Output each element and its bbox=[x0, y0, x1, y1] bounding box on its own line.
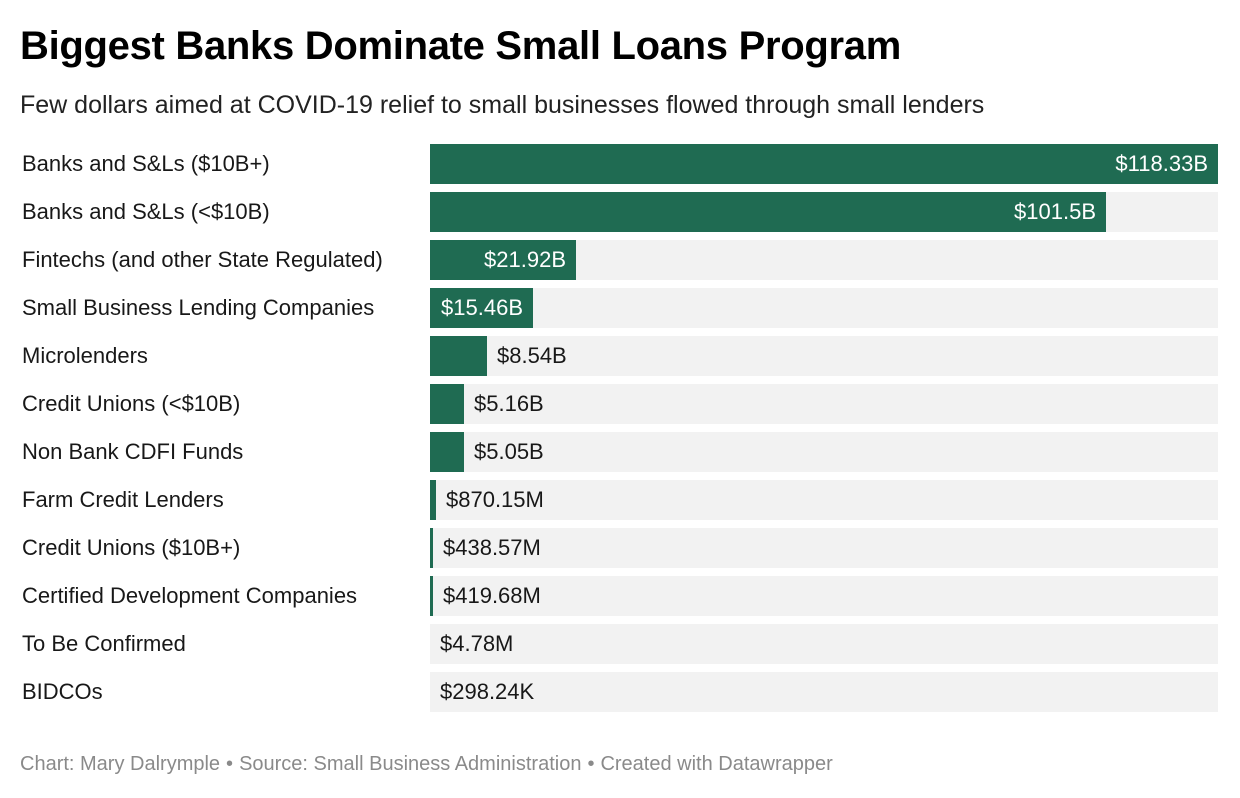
category-label: Credit Unions ($10B+) bbox=[22, 535, 241, 560]
bar-track bbox=[430, 576, 1218, 616]
value-label: $298.24K bbox=[440, 679, 535, 704]
bar bbox=[430, 528, 433, 568]
value-label: $15.46B bbox=[441, 295, 523, 320]
bar bbox=[430, 336, 487, 376]
value-label: $118.33B bbox=[1115, 151, 1208, 176]
value-label: $21.92B bbox=[484, 247, 566, 272]
footer-separator: • bbox=[226, 753, 234, 775]
chart-subtitle: Few dollars aimed at COVID-19 relief to … bbox=[20, 91, 985, 119]
bar bbox=[430, 144, 1218, 184]
category-label: Non Bank CDFI Funds bbox=[22, 439, 244, 464]
value-label: $8.54B bbox=[497, 343, 567, 368]
category-label: To Be Confirmed bbox=[22, 631, 186, 656]
bar bbox=[430, 288, 533, 328]
bar-track bbox=[430, 480, 1218, 520]
category-label: Banks and S&Ls ($10B+) bbox=[22, 151, 270, 176]
category-label: Banks and S&Ls (<$10B) bbox=[22, 199, 270, 224]
bar bbox=[430, 240, 576, 280]
category-label: BIDCOs bbox=[22, 679, 103, 704]
category-label: Credit Unions (<$10B) bbox=[22, 391, 241, 416]
bar-track bbox=[430, 432, 1218, 472]
bar bbox=[430, 432, 464, 472]
value-label: $4.78M bbox=[440, 631, 514, 656]
category-label: Farm Credit Lenders bbox=[22, 487, 224, 512]
bar-track bbox=[430, 672, 1218, 712]
category-label: Microlenders bbox=[22, 343, 148, 368]
bar-track bbox=[430, 336, 1218, 376]
footer-separator: • bbox=[587, 753, 595, 775]
value-label: $870.15M bbox=[446, 487, 544, 512]
bar-track bbox=[430, 288, 1218, 328]
category-label: Small Business Lending Companies bbox=[22, 295, 375, 320]
footer-credit: Chart: Mary Dalrymple bbox=[20, 753, 221, 775]
footer-tool: Created with Datawrapper bbox=[600, 753, 833, 775]
value-label: $5.05B bbox=[474, 439, 544, 464]
chart-footer: Chart: Mary Dalrymple • Source: Small Busi… bbox=[20, 750, 833, 778]
category-label: Fintechs (and other State Regulated) bbox=[22, 247, 383, 272]
bar-track bbox=[430, 528, 1218, 568]
value-label: $101.5B bbox=[1014, 199, 1096, 224]
bar bbox=[430, 192, 1106, 232]
footer-source: Source: Small Business Administration bbox=[239, 753, 582, 775]
value-label: $5.16B bbox=[474, 391, 544, 416]
value-label: $438.57M bbox=[443, 535, 541, 560]
category-label: Certified Development Companies bbox=[22, 583, 358, 608]
bar-track bbox=[430, 384, 1218, 424]
bar bbox=[430, 384, 464, 424]
bar-track bbox=[430, 624, 1218, 664]
chart-title: Biggest Banks Dominate Small Loans Progr… bbox=[20, 24, 901, 68]
bar bbox=[430, 576, 433, 616]
bar bbox=[430, 480, 436, 520]
value-label: $419.68M bbox=[443, 583, 541, 608]
